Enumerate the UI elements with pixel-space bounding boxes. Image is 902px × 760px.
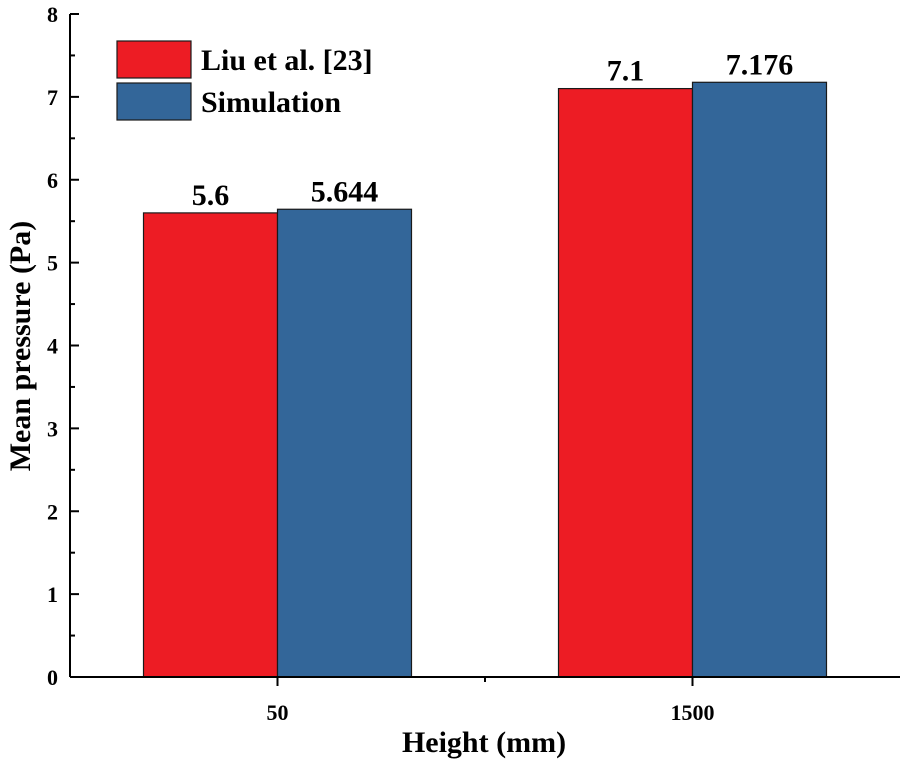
x-ticks-group: 50 1500 <box>267 677 715 725</box>
legend-label: Simulation <box>201 86 341 119</box>
y-tick-label: 4 <box>47 334 58 359</box>
legend-swatch <box>116 82 192 121</box>
legend-label: Liu et al. [23] <box>201 44 373 77</box>
bars-group <box>142 81 828 678</box>
y-tick-label: 0 <box>47 665 58 690</box>
data-label: 5.6 <box>192 179 230 212</box>
legend: Liu et al. [23] Simulation <box>116 40 373 121</box>
bar-simulation-1500 <box>691 81 828 678</box>
x-tick-label: 50 <box>267 700 289 725</box>
data-labels-group: 5.6 5.644 7.1 7.176 <box>192 48 794 212</box>
data-label: 5.644 <box>311 175 379 208</box>
bar-liu-et-al-23-1500 <box>557 87 694 678</box>
y-axis-title: Mean pressure (Pa) <box>4 221 37 472</box>
y-tick-label: 7 <box>47 85 58 110</box>
x-tick-label: 1500 <box>671 700 715 725</box>
y-tick-label: 2 <box>47 499 58 524</box>
bar-liu-et-al-23-50 <box>142 212 279 678</box>
y-tick-label: 3 <box>47 416 58 441</box>
data-label: 7.1 <box>607 55 645 88</box>
bar-simulation-50 <box>276 208 413 678</box>
y-tick-label: 8 <box>47 2 58 27</box>
y-ticks-group: 0 1 2 3 4 5 6 7 8 <box>47 2 79 690</box>
y-tick-label: 1 <box>47 582 58 607</box>
data-label: 7.176 <box>726 48 794 81</box>
y-tick-label: 6 <box>47 168 58 193</box>
y-tick-label: 5 <box>47 251 58 276</box>
legend-swatch <box>116 40 192 79</box>
x-axis-title: Height (mm) <box>402 726 566 759</box>
